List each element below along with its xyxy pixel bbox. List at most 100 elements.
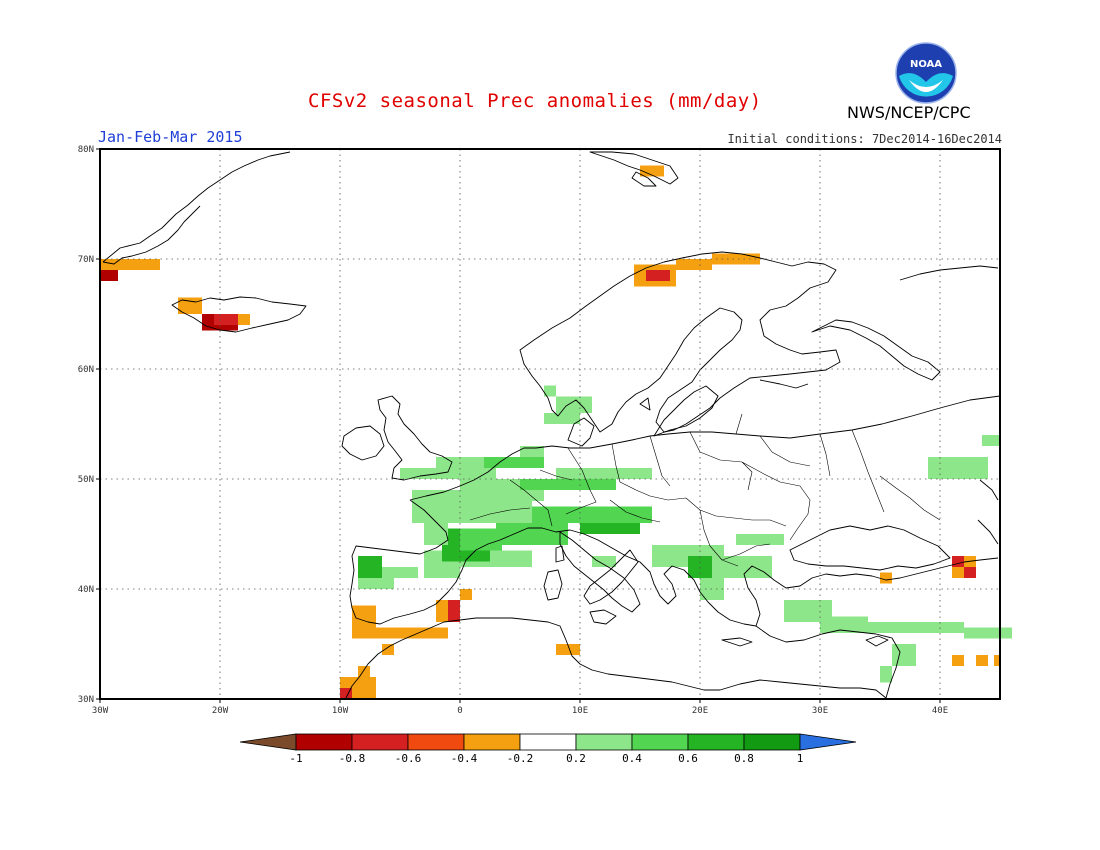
colorbar-swatch	[407, 733, 465, 751]
colorbar-label: 1	[797, 752, 804, 765]
anomaly-cell	[214, 314, 238, 325]
lat-label: 30N	[78, 695, 94, 705]
coastline-baltic	[639, 379, 809, 437]
anomaly-cell	[736, 534, 784, 545]
colorbar-label: -0.2	[507, 752, 534, 765]
coastline-ireland	[341, 425, 385, 461]
anomaly-cell	[556, 644, 580, 655]
colorbar-label: 0.8	[734, 752, 754, 765]
colorbar-swatch	[295, 733, 353, 751]
lon-label: 30E	[812, 706, 828, 716]
coastline-europe-mainland	[349, 395, 1001, 627]
anomaly-cell	[952, 655, 964, 666]
anomaly-cell	[100, 270, 118, 281]
anomaly-cell	[952, 556, 964, 567]
lon-label: 10E	[572, 706, 588, 716]
anomaly-cell	[712, 253, 760, 265]
lon-label: 0	[457, 706, 462, 716]
lon-label: 30W	[92, 706, 109, 716]
coastline-denmark	[567, 417, 595, 447]
map-frame	[99, 148, 1001, 700]
anomaly-cell	[592, 556, 616, 567]
anomaly-cell	[352, 627, 448, 639]
anomaly-cell	[964, 567, 976, 578]
anomaly-cell	[976, 655, 988, 666]
lat-label: 50N	[78, 475, 94, 485]
anomaly-cell	[100, 259, 160, 270]
anomaly-cell	[556, 468, 652, 479]
colorbar-swatch	[687, 733, 745, 751]
coastline-cyprus	[865, 635, 889, 647]
colorbar-swatch	[743, 733, 801, 751]
coastline-white-sea	[811, 265, 999, 381]
anomaly-cell	[676, 259, 712, 270]
colorbar-label: 0.6	[678, 752, 698, 765]
anomaly-cell	[496, 523, 568, 545]
anomaly-cell	[544, 413, 580, 424]
lat-label: 80N	[78, 145, 94, 155]
colorbar-swatch	[575, 733, 633, 751]
anomaly-cell	[484, 457, 544, 468]
axis-ticks: 30W 20W 10W 0 10E 20E 30E 40E 30N 40N 50N 60N 70N 80N	[78, 145, 948, 716]
anomaly-cell	[436, 457, 496, 468]
colorbar-label: -1	[289, 752, 302, 765]
noaa-logo: NOAA	[895, 42, 957, 104]
anomaly-cell	[868, 622, 964, 633]
anomaly-cell	[460, 528, 502, 551]
colorbar-label: -0.6	[395, 752, 422, 765]
anomaly-cell	[880, 666, 892, 683]
anomaly-cell	[820, 616, 868, 633]
anomaly-cell	[544, 385, 556, 397]
colorbar-label: -0.4	[451, 752, 478, 765]
lat-label: 40N	[78, 585, 94, 595]
anomaly-cell	[646, 270, 670, 281]
map-title: CFSv2 seasonal Prec anomalies (mm/day)	[308, 90, 762, 112]
colorbar-high-arrow	[799, 733, 857, 751]
anomaly-cell	[964, 627, 1012, 639]
graticule	[100, 149, 1000, 699]
coastline-black-sea	[789, 525, 951, 571]
colorbar-swatch	[519, 733, 577, 751]
initial-conditions: Initial conditions: 7Dec2014-16Dec2014	[727, 132, 1002, 146]
anomaly-cell	[358, 556, 382, 578]
colorbar-label: -0.8	[339, 752, 366, 765]
coastlines	[102, 151, 1001, 699]
anomaly-cell	[424, 567, 460, 578]
lat-label: 70N	[78, 255, 94, 265]
anomaly-cell	[382, 644, 394, 655]
anomaly-cell	[532, 506, 652, 523]
colorbar: -1 -0.8 -0.6 -0.4 -0.2 0.2 0.4 0.6 0.8 1	[239, 733, 857, 765]
forecast-period: Jan-Feb-Mar 2015	[98, 128, 243, 146]
noaa-logo-text: NOAA	[910, 59, 942, 70]
colorbar-label: 0.2	[566, 752, 586, 765]
anomaly-cell	[892, 644, 916, 666]
coastline-crete	[721, 637, 753, 647]
colorbar-swatch	[631, 733, 689, 751]
anomaly-cell	[400, 468, 496, 479]
anomaly-cell	[340, 688, 352, 699]
lon-label: 10W	[332, 706, 349, 716]
lat-label: 60N	[78, 365, 94, 375]
coastline-islands	[543, 545, 617, 625]
anomaly-cell	[640, 165, 664, 177]
anomaly-cell	[928, 457, 988, 479]
colorbar-label: 0.4	[622, 752, 642, 765]
anomaly-cell	[520, 479, 616, 490]
coastline-greenland	[102, 151, 291, 265]
anomaly-cell	[982, 435, 1000, 446]
anomaly-cell	[712, 556, 772, 578]
coastline-anatolia	[755, 625, 901, 699]
anomaly-cell	[520, 446, 544, 457]
anomaly-cell	[994, 655, 1000, 666]
colorbar-swatch	[463, 733, 521, 751]
coastline-scandinavia	[519, 251, 841, 433]
colorbar-swatch	[351, 733, 409, 751]
anomaly-cell	[358, 578, 394, 589]
anomaly-cell	[580, 523, 640, 534]
lon-label: 20E	[692, 706, 708, 716]
coastline-svalbard	[589, 151, 679, 187]
anomaly-cell	[460, 589, 472, 600]
country-borders	[469, 413, 941, 567]
coastline-iceland	[171, 296, 307, 333]
